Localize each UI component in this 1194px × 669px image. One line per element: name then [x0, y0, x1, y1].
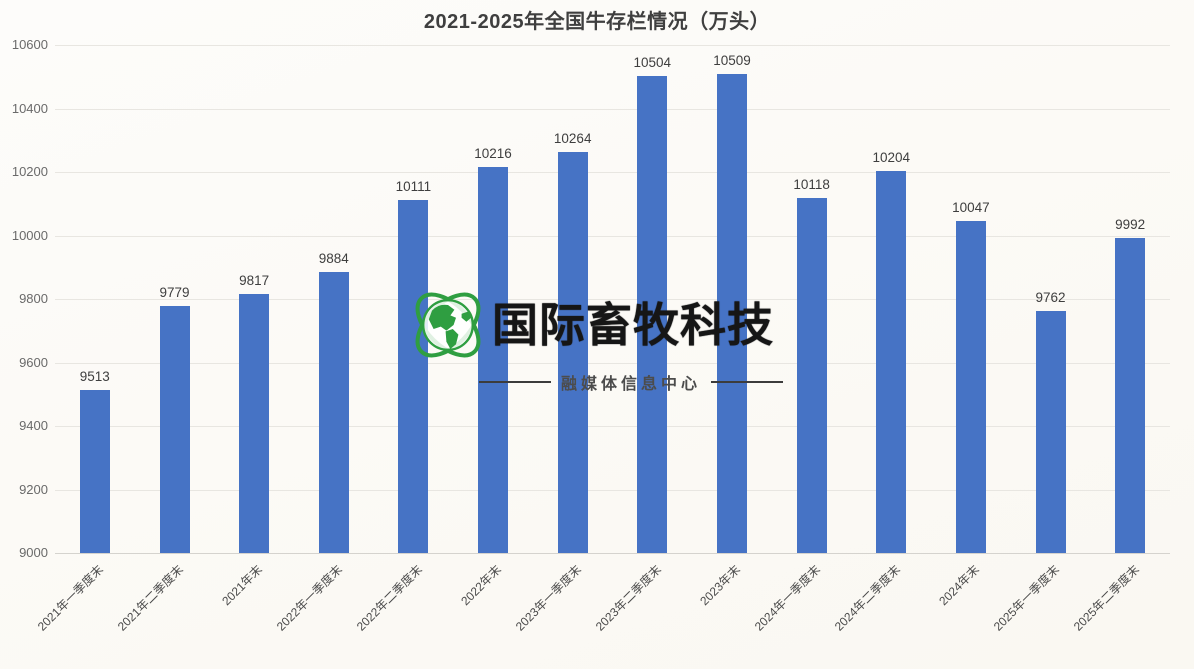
gridline — [55, 235, 1170, 237]
bar-value-label: 9992 — [1115, 217, 1146, 232]
chart-title: 2021-2025年全国牛存栏情况（万头） — [423, 11, 771, 33]
x-axis-tick-label: 2021年二季度末 — [114, 562, 186, 634]
y-axis-tick-label: 9600 — [19, 354, 48, 370]
watermark: 国际畜牧科技 融媒体信息中心 — [399, 284, 784, 394]
y-axis-tick-label: 9200 — [19, 481, 48, 497]
bar — [955, 220, 986, 553]
bar-value-label: 10204 — [872, 149, 911, 165]
globe-icon — [415, 292, 481, 358]
bar-value-label: 10118 — [793, 177, 830, 192]
watermark-left-rule — [479, 381, 551, 383]
bar — [159, 305, 190, 553]
bar — [557, 151, 588, 553]
watermark-brand: 国际畜牧科技 — [492, 298, 774, 351]
bar — [796, 198, 827, 553]
bar — [717, 73, 747, 553]
bar-value-label: 9762 — [1035, 290, 1066, 306]
gridline — [55, 45, 1170, 46]
y-axis-tick-label: 10600 — [11, 37, 48, 52]
x-axis-tick-label: 2021年末 — [219, 562, 266, 609]
y-axis-tick-label: 9800 — [19, 291, 48, 306]
bar-value-label: 10111 — [395, 179, 432, 195]
x-axis-tick-label: 2024年二季度末 — [831, 562, 903, 634]
x-axis-tick-label: 2023年二季度末 — [592, 562, 664, 634]
x-axis-tick-label: 2022年末 — [458, 562, 505, 609]
bar — [1035, 311, 1066, 553]
bar-value-label: 10264 — [553, 130, 592, 146]
gridline — [55, 426, 1170, 427]
bar-value-label: 9779 — [159, 284, 190, 300]
y-axis-tick-label: 9400 — [19, 418, 48, 433]
bar — [398, 200, 429, 553]
watermark-right-rule — [711, 381, 784, 383]
y-axis-tick-label: 10000 — [11, 227, 48, 243]
gridline — [55, 172, 1170, 173]
bar-value-label: 10047 — [952, 199, 990, 215]
watermark-subtitle: 融媒体信息中心 — [561, 376, 702, 393]
y-axis-tick-label: 10200 — [11, 164, 48, 179]
x-axis-tick-label: 2024年一季度末 — [751, 562, 823, 634]
x-axis-tick-label: 2025年二季度末 — [1070, 562, 1142, 634]
bar-value-label: 10216 — [474, 145, 512, 161]
bar — [478, 166, 508, 553]
gridline — [55, 362, 1170, 364]
bar — [79, 390, 110, 553]
x-axis-tick-label: 2025年一季度末 — [990, 562, 1062, 634]
bar — [1115, 238, 1146, 553]
y-axis-tick-label: 9000 — [19, 545, 48, 560]
bar — [876, 170, 907, 553]
x-axis-tick-label: 2023年末 — [697, 562, 744, 609]
bar — [318, 272, 349, 553]
gridline — [55, 489, 1170, 491]
bar — [239, 293, 270, 553]
x-axis-tick-label: 2022年二季度末 — [353, 562, 425, 634]
bar-value-label: 9817 — [239, 272, 270, 288]
bar — [637, 75, 668, 553]
bar-value-label: 9884 — [318, 251, 349, 267]
x-axis-tick-label: 2022年一季度末 — [273, 562, 346, 634]
bar-value-label: 10504 — [633, 54, 672, 70]
x-axis-tick-label: 2021年一季度末 — [34, 562, 107, 634]
gridline — [55, 108, 1170, 110]
bar-value-label: 9513 — [79, 369, 110, 385]
y-axis-tick-label: 10400 — [11, 100, 48, 116]
x-axis-tick-label: 2023年一季度末 — [512, 562, 585, 634]
x-axis-tick-label: 2024年末 — [936, 562, 983, 609]
gridline — [55, 553, 1170, 554]
bar-value-label: 10509 — [713, 52, 751, 68]
gridline — [55, 299, 1170, 300]
